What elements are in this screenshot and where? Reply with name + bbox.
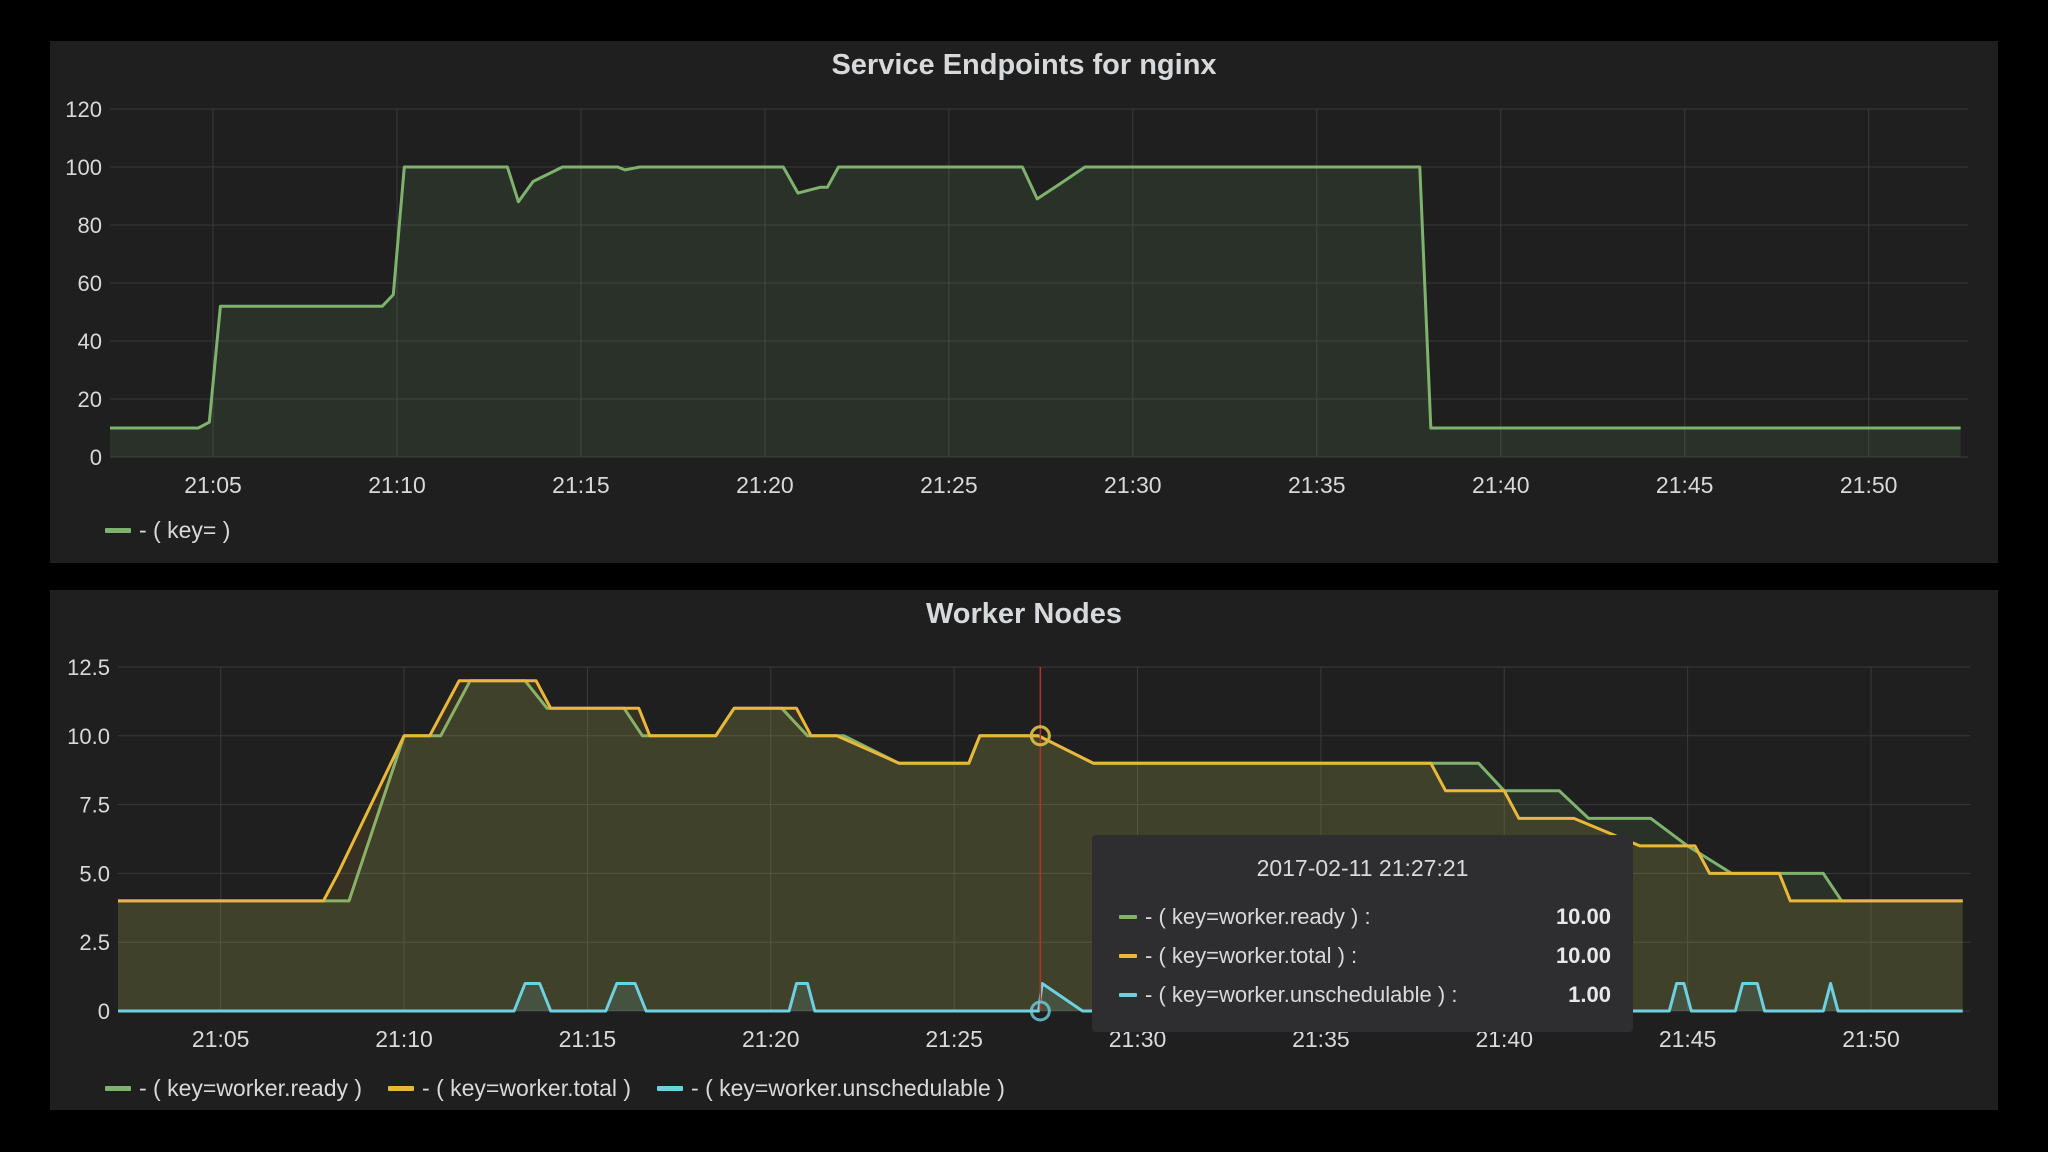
- y-tick-label: 80: [78, 213, 102, 238]
- series-area-0: [110, 167, 1961, 457]
- y-tick-label: 12.5: [67, 655, 110, 680]
- tooltip-value: 10.00: [1555, 943, 1611, 968]
- tooltip-row-worker-ready: - ( key=worker.ready ) : 10.00: [1119, 902, 1611, 932]
- y-tick-label: 120: [65, 97, 102, 122]
- legend-label: - ( key= ): [139, 517, 231, 543]
- legend-label: - ( key=worker.ready ): [139, 1075, 363, 1101]
- tooltip-label: - ( key=worker.unschedulable ) :: [1145, 982, 1458, 1007]
- y-tick-label: 2.5: [79, 930, 110, 955]
- y-tick-label: 0: [90, 445, 102, 470]
- x-tick-label: 21:15: [559, 1026, 617, 1052]
- x-tick-label: 21:45: [1659, 1026, 1717, 1052]
- legend-item-worker-total[interactable]: - ( key=worker.total ): [388, 1075, 631, 1102]
- y-tick-label: 0: [98, 999, 110, 1024]
- y-tick-label: 10.0: [67, 724, 110, 749]
- legend-item-worker-unschedulable[interactable]: - ( key=worker.unschedulable ): [657, 1075, 1005, 1102]
- series-line-0: [110, 165, 1961, 430]
- series-line-1: [118, 679, 1963, 903]
- legend-swatch: [105, 528, 131, 533]
- y-tick-label: 60: [78, 271, 102, 296]
- tooltip-row-worker-total: - ( key=worker.total ) : 10.00: [1119, 941, 1611, 971]
- tooltip-swatch: [1119, 954, 1137, 958]
- y-tick-label: 7.5: [79, 793, 110, 818]
- y-tick-label: 100: [65, 155, 102, 180]
- legend-swatch: [657, 1086, 684, 1091]
- tooltip-value: 10.00: [1555, 904, 1611, 929]
- x-tick-label: 21:35: [1288, 472, 1346, 498]
- grid: [110, 108, 1968, 458]
- x-tick-label: 21:10: [375, 1026, 433, 1052]
- y-tick-label: 5.0: [79, 861, 110, 886]
- legend-label: - ( key=worker.total ): [422, 1075, 632, 1101]
- panel-title: Service Endpoints for nginx: [831, 49, 1217, 81]
- y-tick-label: 40: [78, 329, 102, 354]
- x-tick-label: 21:25: [920, 472, 978, 498]
- crosshair-marker: [1029, 725, 1051, 747]
- endpoints-panel: Service Endpoints for nginx 0 20 40 60 80 100…: [50, 41, 1998, 563]
- hover-tooltip: 2017-02-11 21:27:21 - ( key=worker.ready…: [1092, 835, 1633, 1032]
- legend-swatch: [105, 1086, 131, 1091]
- y-tick-label: 20: [78, 387, 102, 412]
- x-tick-label: 21:50: [1842, 1026, 1900, 1052]
- tooltip-label: - ( key=worker.total ) :: [1145, 943, 1358, 968]
- x-tick-label: 21:10: [368, 472, 426, 498]
- worker-nodes-panel: Worker Nodes 0 2.5 5.0 7.5 10.0 12.5 21:05 21:1…: [50, 590, 1998, 1110]
- legend-label: - ( key=worker.unschedulable ): [691, 1075, 1005, 1101]
- crosshair-marker: [1029, 1000, 1051, 1022]
- legend-item-worker-ready[interactable]: - ( key=worker.ready ): [105, 1075, 362, 1102]
- x-tick-label: 21:05: [192, 1026, 250, 1052]
- x-tick-label: 21:45: [1656, 472, 1714, 498]
- x-tick-label: 21:05: [184, 472, 242, 498]
- tooltip-swatch: [1119, 915, 1137, 919]
- tooltip-value: 1.00: [1568, 982, 1611, 1007]
- legend-swatch: [388, 1086, 415, 1091]
- panel-title: Worker Nodes: [925, 598, 1123, 630]
- series-line-2: [118, 982, 1963, 1013]
- x-tick-label: 21:20: [742, 1026, 800, 1052]
- x-tick-label: 21:50: [1840, 472, 1898, 498]
- endpoints-chart[interactable]: 0 20 40 60 80 100 120 21:05 21:10 21:15 21:20 21:25…: [50, 41, 1998, 563]
- x-tick-label: 21:25: [925, 1026, 983, 1052]
- tooltip-label: - ( key=worker.ready ) :: [1145, 904, 1371, 929]
- legend-item-key[interactable]: - ( key= ): [105, 517, 230, 544]
- x-tick-label: 21:15: [552, 472, 610, 498]
- worker-nodes-chart[interactable]: 0 2.5 5.0 7.5 10.0 12.5 21:05 21:10 21:15 21:20 21…: [50, 590, 1998, 1110]
- legend: - ( key=worker.ready ) - ( key=worker.to…: [105, 1075, 1005, 1102]
- x-tick-label: 21:30: [1104, 472, 1162, 498]
- x-tick-label: 21:20: [736, 472, 794, 498]
- tooltip-timestamp: 2017-02-11 21:27:21: [1256, 855, 1469, 881]
- tooltip-row-worker-unschedulable: - ( key=worker.unschedulable ) : 1.00: [1119, 980, 1611, 1010]
- x-tick-label: 21:40: [1472, 472, 1530, 498]
- tooltip-swatch: [1119, 993, 1137, 997]
- legend: - ( key= ): [105, 517, 230, 544]
